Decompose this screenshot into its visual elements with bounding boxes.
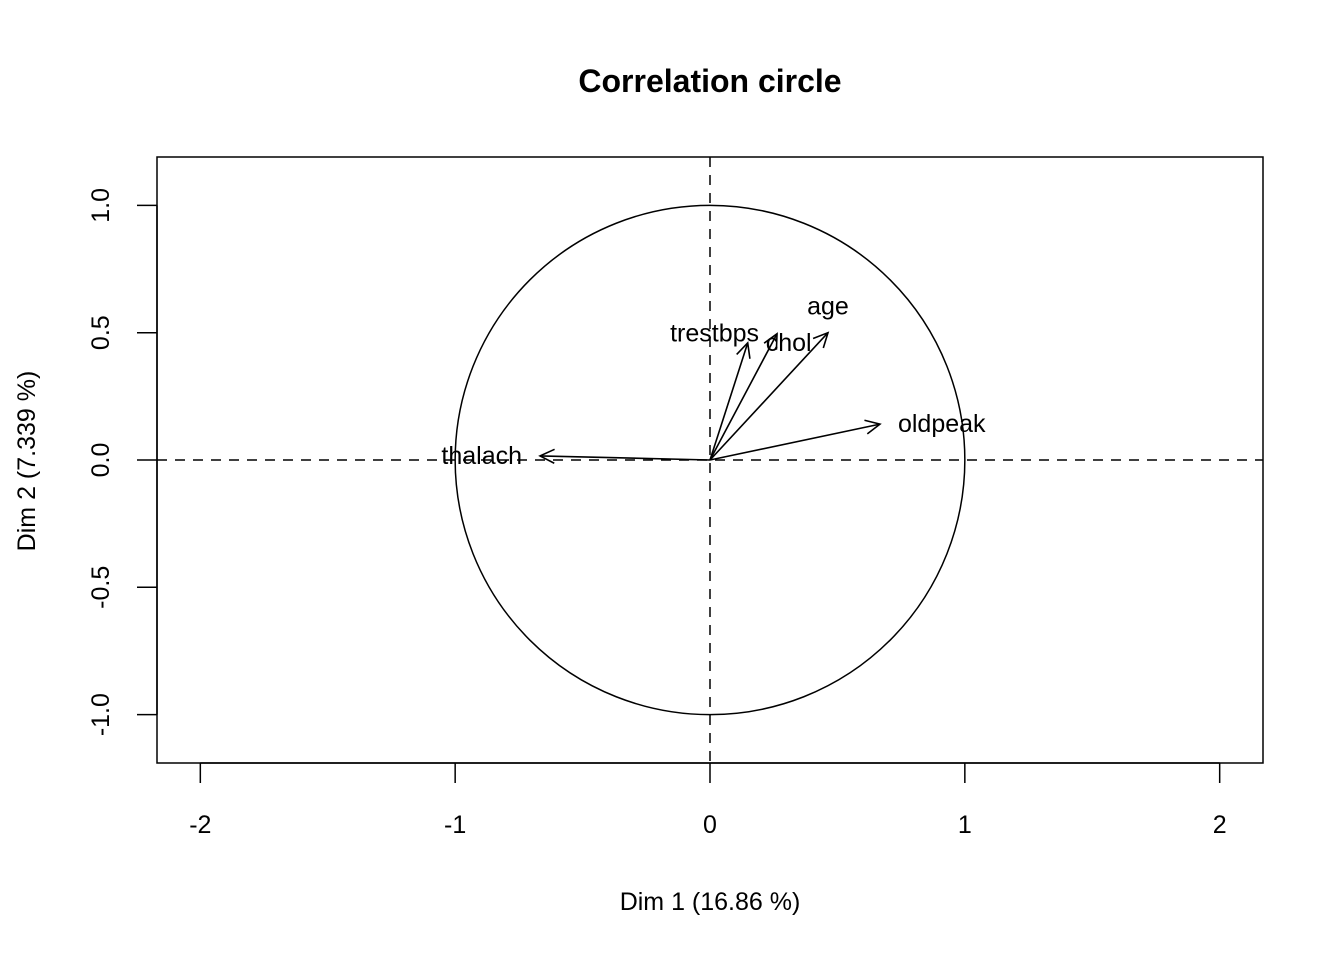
y-tick-label: 1.0 — [87, 188, 115, 223]
arrowhead-thalach — [538, 448, 555, 464]
arrow-thalach — [540, 455, 711, 461]
y-tick-label: -1.0 — [87, 693, 115, 736]
arrow-age — [709, 332, 829, 461]
arrowhead-trestbps — [763, 332, 778, 350]
chart-title: Correlation circle — [578, 63, 841, 99]
arrow-oldpeak — [709, 423, 881, 461]
x-tick-label: 2 — [1213, 811, 1227, 839]
y-axis-label: Dim 2 (7.339 %) — [13, 371, 41, 552]
unit-circle — [454, 204, 966, 716]
arrow-chol — [709, 342, 749, 461]
x-axis-label: Dim 1 (16.86 %) — [620, 888, 801, 916]
arrow-trestbps — [709, 333, 778, 461]
x-tick-label: 0 — [703, 811, 717, 839]
variable-label-age: age — [807, 293, 849, 321]
variable-label-thalach: thalach — [441, 442, 522, 470]
arrowhead-age — [812, 331, 830, 349]
y-tick-label: 0.0 — [87, 443, 115, 478]
y-tick-label: 0.5 — [87, 315, 115, 350]
y-tick-label: -0.5 — [87, 566, 115, 609]
arrowhead-chol — [736, 341, 751, 359]
variable-label-trestbps: trestbps — [670, 320, 759, 348]
x-tick-label: 1 — [958, 811, 972, 839]
x-tick-label: -1 — [444, 811, 466, 839]
x-tick-label: -2 — [189, 811, 211, 839]
arrowhead-oldpeak — [864, 419, 882, 435]
variable-label-chol: chol — [766, 329, 812, 357]
variable-label-oldpeak: oldpeak — [898, 410, 986, 438]
